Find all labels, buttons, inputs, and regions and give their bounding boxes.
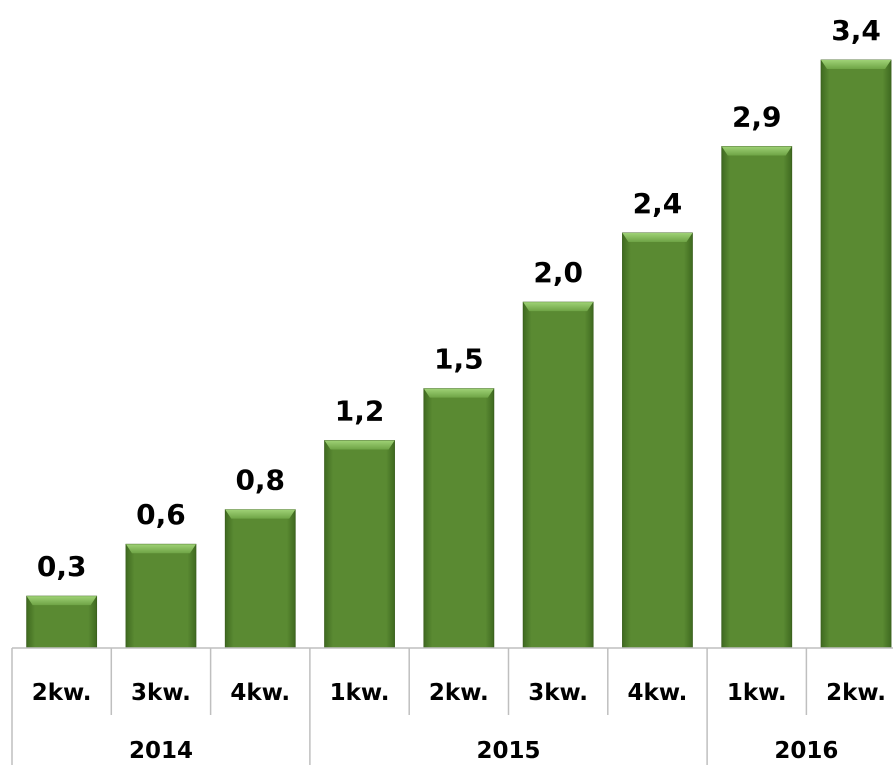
bar-value-label: 2,0 bbox=[533, 256, 583, 289]
bar bbox=[224, 509, 296, 649]
year-label: 2014 bbox=[129, 738, 193, 764]
year-label: 2016 bbox=[774, 738, 838, 764]
category-label: 4kw. bbox=[230, 680, 290, 706]
category-label: 3kw. bbox=[528, 680, 588, 706]
category-label: 4kw. bbox=[628, 680, 688, 706]
bar-body bbox=[522, 301, 594, 649]
bar-bevel bbox=[125, 544, 196, 554]
bar bbox=[26, 595, 98, 649]
bar bbox=[820, 59, 892, 649]
category-label: 2kw. bbox=[429, 680, 489, 706]
category-label: 2kw. bbox=[32, 680, 92, 706]
bar-bevel bbox=[721, 146, 792, 156]
category-label: 3kw. bbox=[131, 680, 191, 706]
bar-body bbox=[721, 146, 793, 649]
bar-body bbox=[324, 440, 395, 649]
bar-value-label: 1,2 bbox=[335, 394, 385, 427]
bar-body bbox=[622, 232, 693, 649]
bar-body bbox=[820, 59, 892, 649]
bar-bevel bbox=[622, 232, 693, 242]
bar-value-label: 3,4 bbox=[831, 14, 881, 47]
category-axis bbox=[11, 647, 893, 765]
bar-bevel bbox=[821, 60, 892, 69]
bar-body bbox=[125, 543, 197, 649]
bar-value-label: 0,3 bbox=[37, 550, 87, 583]
category-label: 2kw. bbox=[826, 680, 886, 706]
bar bbox=[522, 301, 594, 649]
bar-bevel bbox=[423, 388, 494, 398]
bar-bevel bbox=[26, 596, 97, 606]
bar bbox=[125, 543, 197, 649]
bar-value-label: 1,5 bbox=[434, 343, 484, 376]
bar bbox=[324, 440, 395, 649]
bar-bevel bbox=[225, 509, 296, 519]
value-labels-layer: 0,3 0,6 0,8 1,2 1,5 2,0 2,4 2,9 3,4 bbox=[37, 14, 881, 583]
bar-value-label: 0,6 bbox=[136, 498, 186, 531]
bar bbox=[622, 232, 693, 649]
bar-value-label: 0,8 bbox=[235, 464, 285, 497]
bar-body bbox=[224, 509, 296, 649]
bar bbox=[423, 388, 495, 649]
category-labels-layer: 2kw. 3kw. 4kw. 1kw. 2kw. 3kw. 4kw. 1kw. 2kw. bbox=[32, 680, 886, 706]
bar-bevel bbox=[324, 440, 395, 450]
bar-body bbox=[423, 388, 495, 649]
year-labels-layer: 2014 2015 2016 bbox=[129, 738, 838, 764]
bar-value-label: 2,4 bbox=[633, 187, 683, 220]
year-label: 2015 bbox=[476, 738, 540, 764]
bar-bevel bbox=[523, 302, 594, 312]
category-label: 1kw. bbox=[330, 680, 390, 706]
bar bbox=[721, 146, 793, 649]
bar-value-label: 2,9 bbox=[732, 100, 782, 133]
category-label: 1kw. bbox=[727, 680, 787, 706]
bars-layer bbox=[26, 59, 892, 649]
